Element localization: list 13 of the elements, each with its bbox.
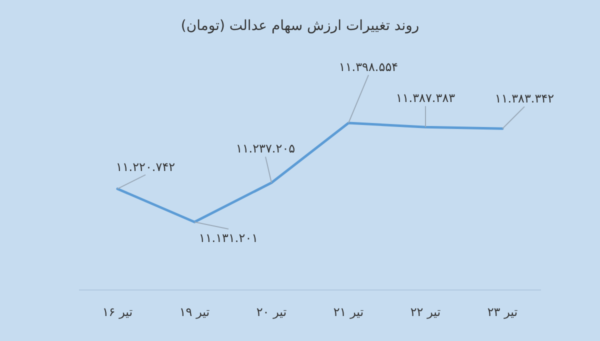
- data-label: ۱۱.۲۳۷.۲۰۵: [236, 142, 296, 156]
- x-tick-label: ۲۳ تیر: [487, 305, 518, 319]
- x-tick-label: ۲۲ تیر: [410, 305, 441, 319]
- x-tick-label: ۱۶ تیر: [102, 305, 133, 319]
- data-label: ۱۱.۳۸۷.۳۸۳: [396, 91, 456, 106]
- x-tick-label: ۱۹ تیر: [179, 305, 210, 319]
- chart-title: روند تغییرات ارزش سهام عدالت (تومان): [180, 18, 420, 34]
- x-tick-label: ۲۰ تیر: [256, 305, 287, 319]
- data-label: ۱۱.۲۲۰.۷۴۲: [116, 160, 176, 174]
- x-tick-label: ۲۱ تیر: [333, 305, 364, 319]
- data-label: ۱۱.۳۹۸.۵۵۴: [338, 60, 398, 74]
- data-label: ۱۱.۱۳۱.۲۰۱: [198, 231, 258, 245]
- data-label: ۱۱.۳۸۳.۳۴۲: [494, 92, 554, 106]
